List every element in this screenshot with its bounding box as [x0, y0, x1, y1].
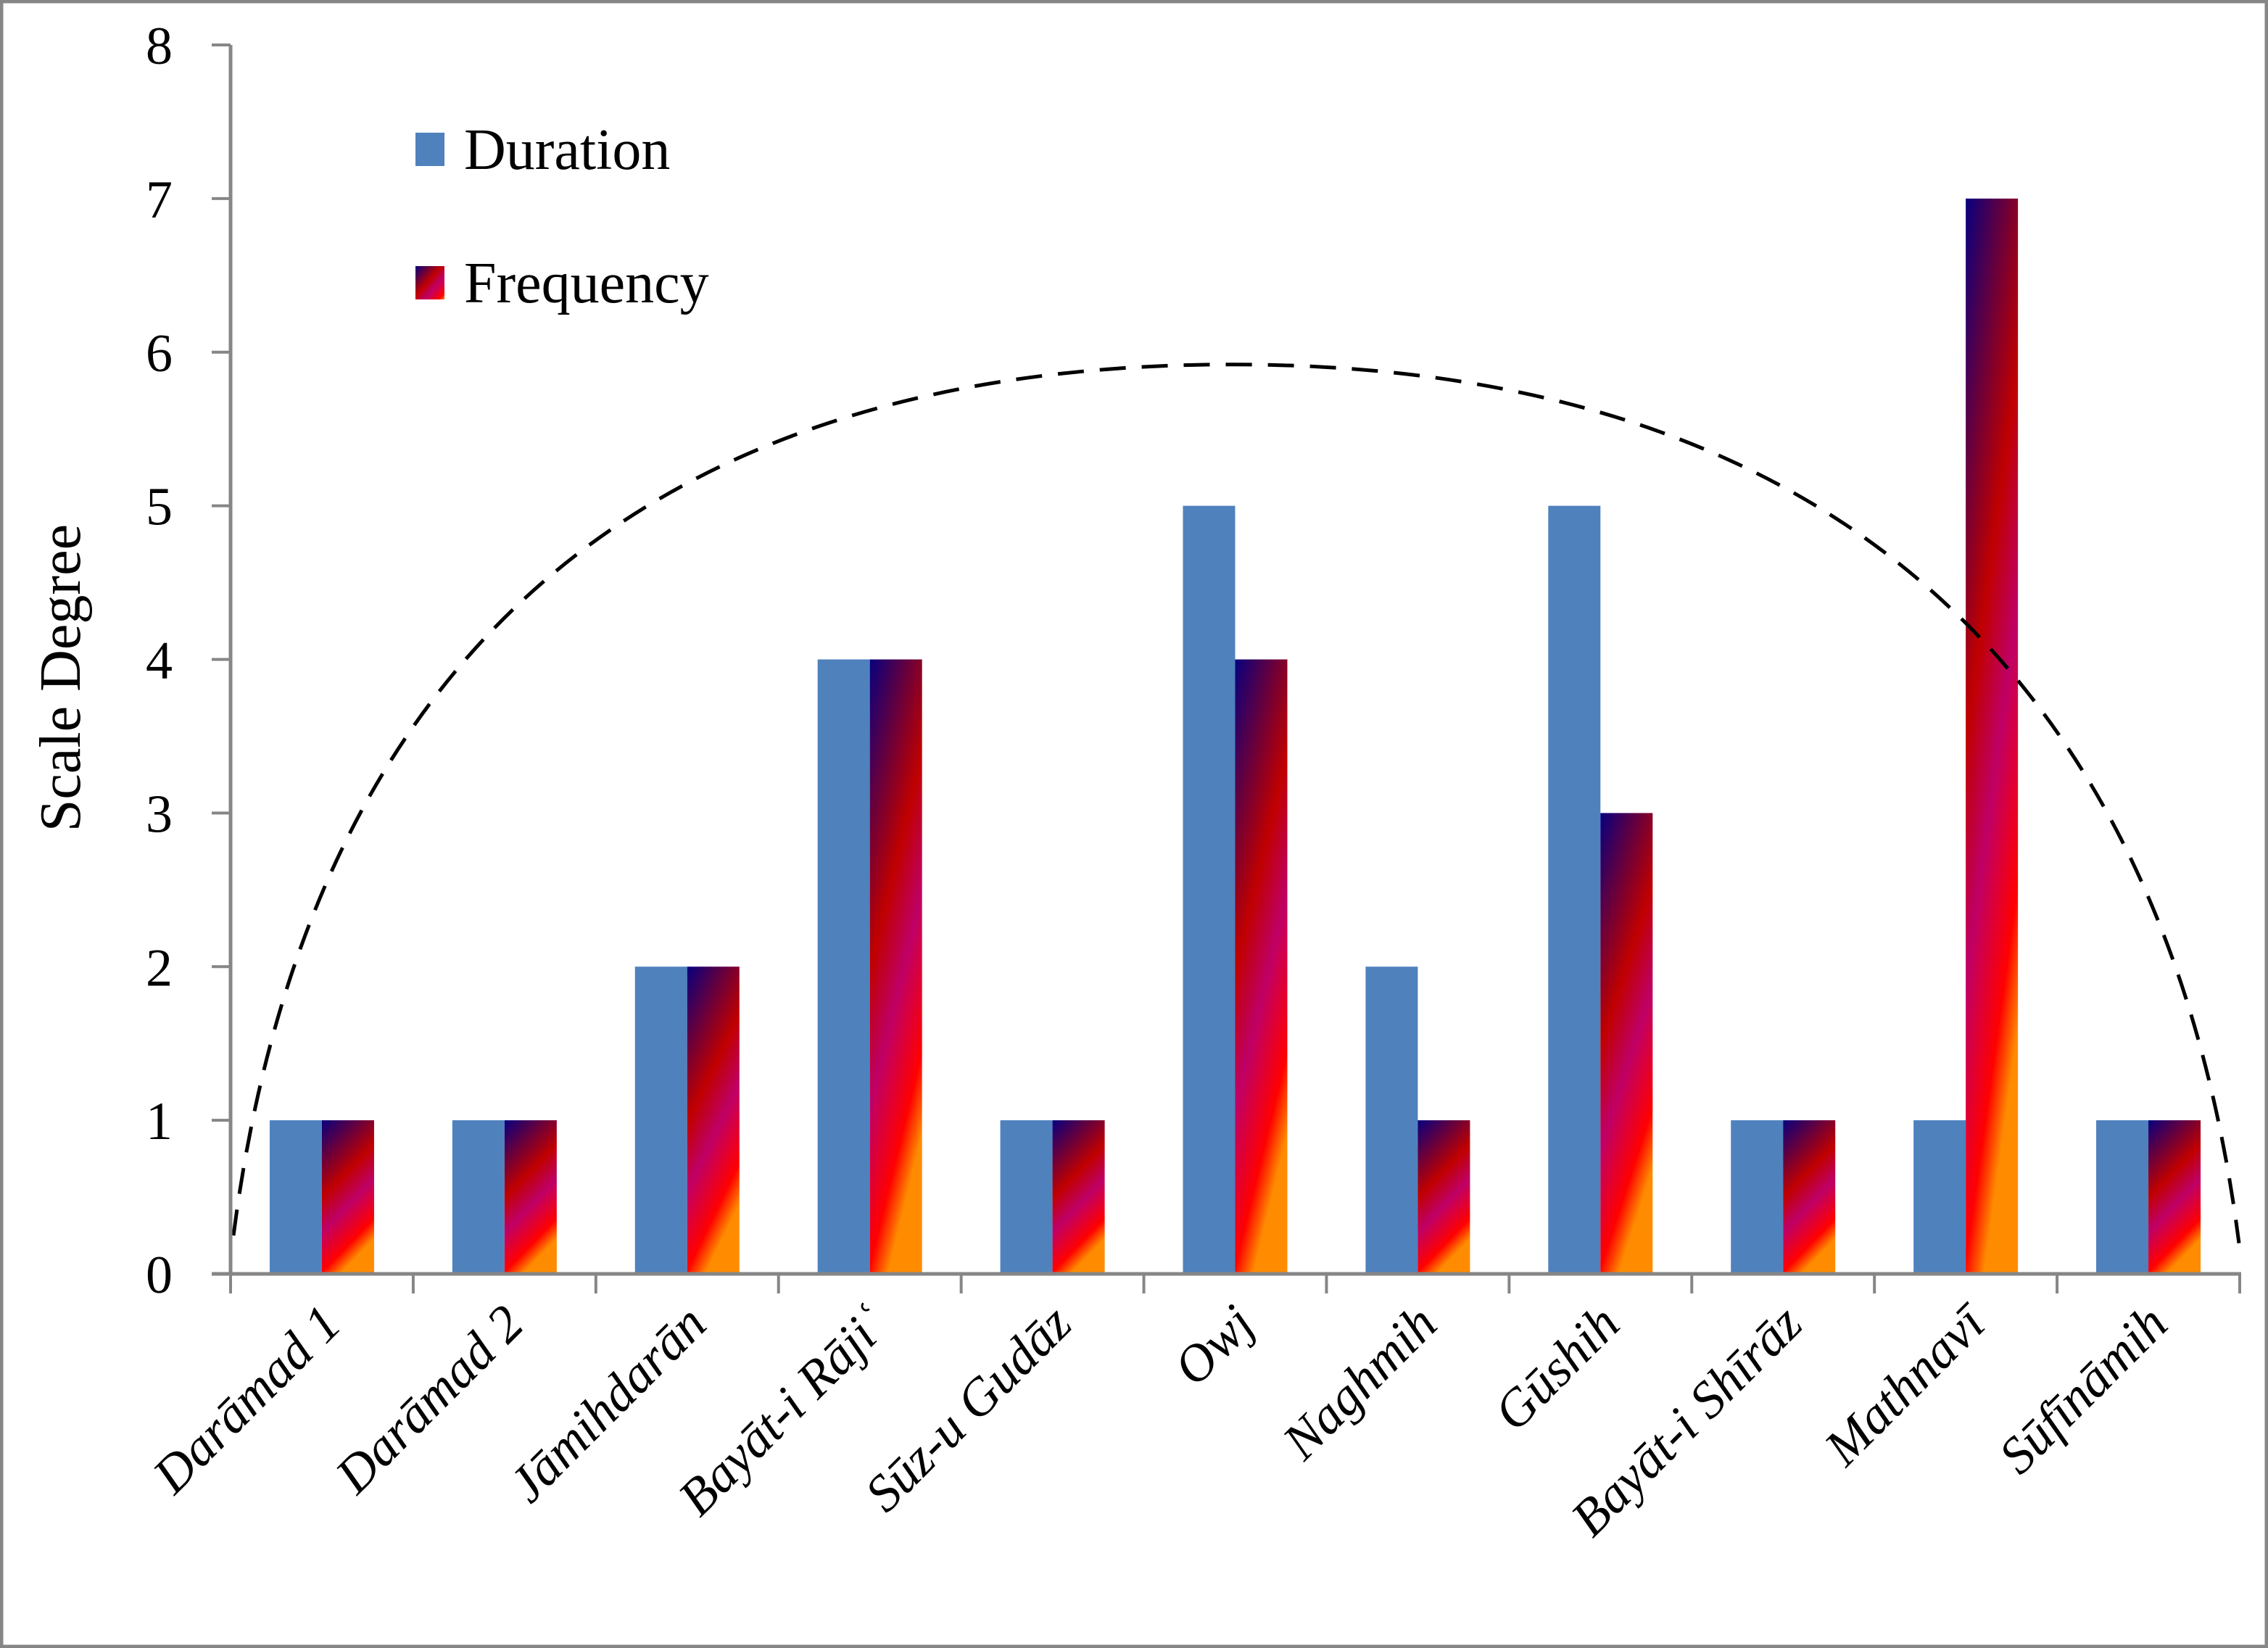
bar-duration: [2096, 1120, 2149, 1274]
bar-duration: [817, 659, 870, 1274]
bar-duration: [1548, 505, 1601, 1274]
y-tick-label: 8: [146, 17, 173, 76]
bar-frequency: [1418, 1120, 1470, 1274]
x-axis-ticks: [229, 1274, 2241, 1293]
bar-duration: [1365, 966, 1418, 1274]
y-axis-title: Scale Degree: [29, 524, 93, 832]
bars: [269, 198, 2201, 1274]
y-tick-label: 7: [146, 170, 173, 230]
bar-frequency: [1966, 198, 2019, 1274]
legend: Duration Frequency: [415, 118, 709, 315]
bar-frequency: [869, 659, 922, 1274]
bar-frequency: [1600, 813, 1653, 1274]
bar-frequency: [321, 1120, 374, 1274]
y-axis-ticks: 0 1 2 3 4 5 6 7 8: [146, 17, 231, 1305]
legend-label-duration: Duration: [464, 118, 670, 182]
bar-duration: [1000, 1120, 1053, 1274]
bar-duration: [1913, 1120, 1966, 1274]
legend-swatch-frequency: [415, 266, 444, 299]
y-tick-label: 5: [146, 478, 173, 537]
trend-arc: [231, 363, 2241, 1243]
y-tick-label: 1: [146, 1092, 173, 1151]
legend-label-frequency: Frequency: [464, 252, 709, 315]
y-tick-label: 0: [146, 1246, 173, 1305]
bar-frequency: [2148, 1120, 2201, 1274]
bar-duration: [634, 966, 687, 1274]
bar-duration: [1731, 1120, 1784, 1274]
bar-duration: [269, 1120, 322, 1274]
bar-frequency: [1235, 659, 1288, 1274]
bar-frequency: [1783, 1120, 1836, 1274]
bar-duration: [1183, 505, 1236, 1274]
bar-frequency: [504, 1120, 557, 1274]
legend-swatch-duration: [415, 133, 444, 166]
y-tick-label: 2: [146, 938, 173, 998]
y-tick-label: 3: [146, 784, 173, 844]
bar-duration: [452, 1120, 505, 1274]
bar-frequency: [1052, 1120, 1105, 1274]
y-tick-label: 6: [146, 324, 173, 384]
y-tick-label: 4: [146, 632, 173, 691]
bar-frequency: [687, 966, 740, 1274]
